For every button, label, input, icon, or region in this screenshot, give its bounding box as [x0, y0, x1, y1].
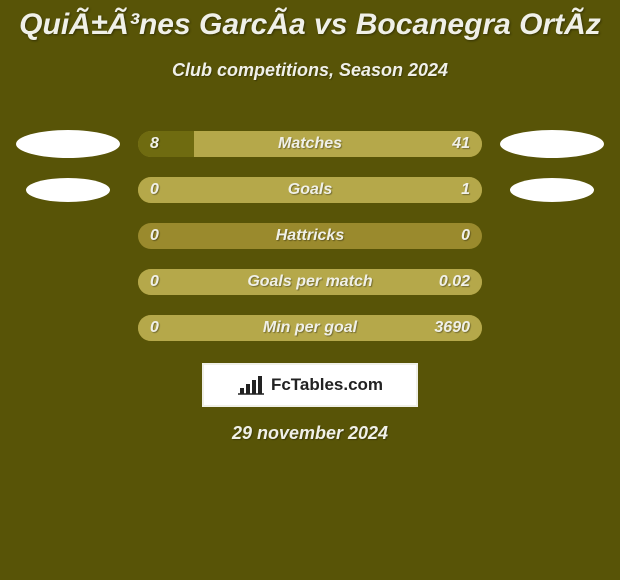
attribution-badge: FcTables.com [202, 363, 418, 407]
comparison-infographic: QuiÃ±Ã³nes GarcÃ­a vs Bocanegra OrtÃ­z C… [0, 0, 620, 580]
player-left-ellipse [26, 178, 110, 202]
stat-row: 0Goals per match0.02 [0, 259, 620, 305]
stat-bar: 0Goals1 [138, 177, 482, 203]
stat-bar: 8Matches41 [138, 131, 482, 157]
stat-right-value: 41 [452, 131, 470, 157]
stat-right-value: 3690 [434, 315, 470, 341]
row-left-side [16, 130, 120, 158]
player-right-ellipse [510, 178, 594, 202]
stat-label: Min per goal [138, 315, 482, 341]
stat-label: Matches [138, 131, 482, 157]
player-left-ellipse [16, 130, 120, 158]
stat-right-value: 1 [461, 177, 470, 203]
stat-label: Hattricks [138, 223, 482, 249]
attribution-text: FcTables.com [271, 375, 383, 395]
row-left-side [16, 178, 120, 202]
stat-row: 0Goals1 [0, 167, 620, 213]
player-right-ellipse [500, 130, 604, 158]
stat-bar: 0Goals per match0.02 [138, 269, 482, 295]
stat-rows: 8Matches410Goals10Hattricks00Goals per m… [0, 121, 620, 351]
row-right-side [500, 130, 604, 158]
stat-label: Goals [138, 177, 482, 203]
stat-bar: 0Min per goal3690 [138, 315, 482, 341]
chart-icon [237, 374, 265, 396]
page-title: QuiÃ±Ã³nes GarcÃ­a vs Bocanegra OrtÃ­z [0, 0, 620, 42]
stat-row: 8Matches41 [0, 121, 620, 167]
stat-right-value: 0.02 [439, 269, 470, 295]
stat-row: 0Min per goal3690 [0, 305, 620, 351]
subtitle: Club competitions, Season 2024 [0, 60, 620, 81]
date-label: 29 november 2024 [0, 423, 620, 444]
stat-row: 0Hattricks0 [0, 213, 620, 259]
stat-bar: 0Hattricks0 [138, 223, 482, 249]
row-right-side [500, 178, 604, 202]
stat-label: Goals per match [138, 269, 482, 295]
stat-right-value: 0 [461, 223, 470, 249]
